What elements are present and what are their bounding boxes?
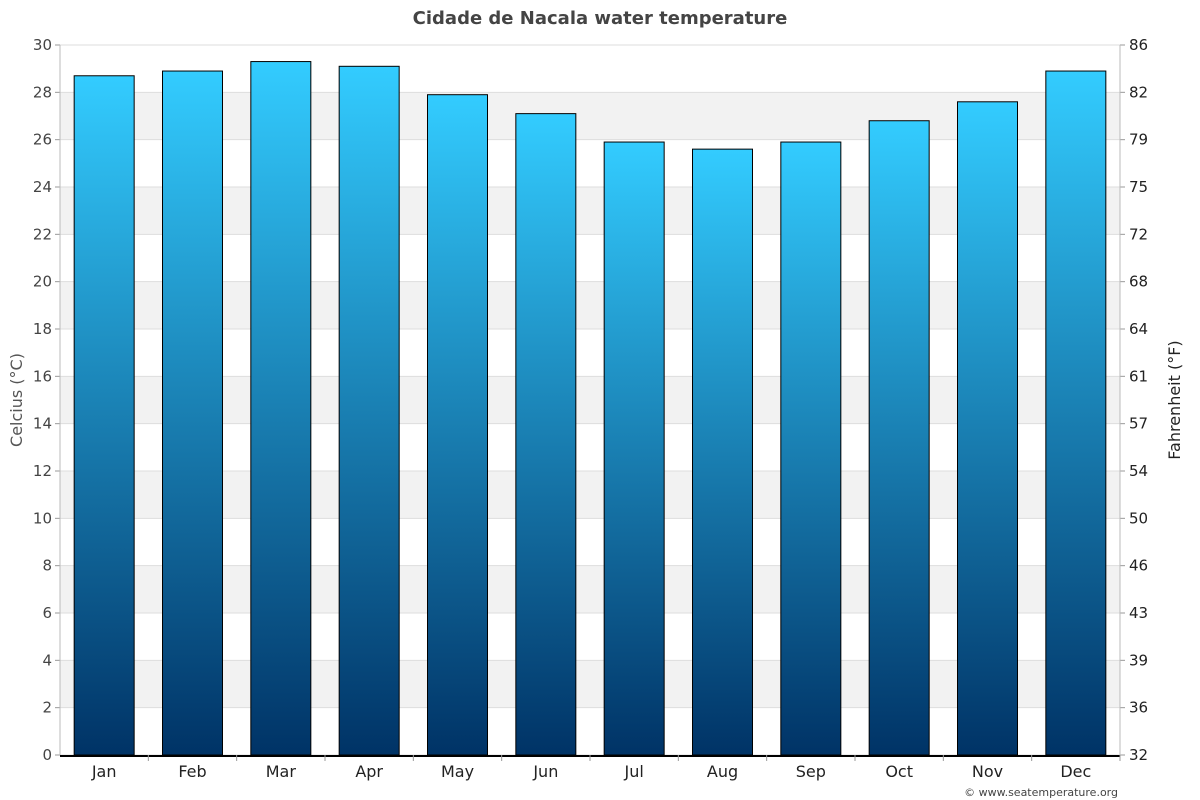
bar-mar: [250, 61, 312, 756]
x-tick-label: Dec: [1060, 762, 1091, 781]
y-tick-label: 30: [33, 36, 52, 54]
footer-credit: © www.seatemperature.org: [964, 786, 1118, 799]
bar-aug: [692, 148, 753, 756]
y2-tick-label: 68: [1129, 273, 1148, 291]
grid-band: [60, 471, 1120, 519]
y2-tick-label: 72: [1129, 225, 1148, 243]
y2-tick-label: 46: [1129, 557, 1148, 575]
y-tick-label: 6: [42, 604, 52, 622]
grid-band: [60, 187, 1120, 235]
y-tick-label: 20: [33, 273, 52, 291]
y-tick-label: 26: [33, 131, 52, 149]
grid-band: [60, 92, 1120, 140]
y-tick-label: 14: [33, 415, 52, 433]
grid-band: [60, 281, 1120, 329]
bar-dec: [1045, 70, 1107, 756]
y2-tick-label: 75: [1129, 178, 1148, 196]
y2-tick-label: 57: [1129, 415, 1148, 433]
y2-tick-label: 36: [1129, 699, 1148, 717]
y-tick-label: 18: [33, 320, 52, 338]
y-tick-label: 0: [42, 746, 52, 764]
bar-oct: [868, 120, 930, 756]
bar-sep: [780, 141, 842, 756]
chart-title: Cidade de Nacala water temperature: [413, 8, 788, 29]
bar-jun: [515, 113, 577, 756]
x-tick-label: Nov: [972, 762, 1003, 781]
bar-jan: [73, 75, 135, 756]
x-tick-label: Feb: [178, 762, 206, 781]
bar-feb: [162, 70, 223, 756]
y-tick-label: 10: [33, 509, 52, 527]
x-tick-label: Jun: [532, 762, 558, 781]
y-axis-label: Celcius (°C): [7, 353, 26, 447]
y-tick-label: 4: [42, 651, 52, 669]
bar-apr: [338, 65, 400, 756]
y2-tick-label: 54: [1129, 462, 1148, 480]
x-tick-label: Oct: [885, 762, 913, 781]
y2-tick-label: 64: [1129, 320, 1148, 338]
grid-band: [60, 376, 1120, 424]
y2-tick-label: 50: [1129, 509, 1148, 527]
y2-axis-label: Fahrenheit (°F): [1165, 340, 1184, 459]
y-tick-label: 8: [42, 557, 52, 575]
grid-band: [60, 660, 1120, 708]
x-tick-label: Mar: [266, 762, 297, 781]
x-tick-label: Aug: [707, 762, 738, 781]
x-tick-label: Sep: [796, 762, 826, 781]
bar-may: [427, 94, 488, 756]
y2-tick-label: 61: [1129, 367, 1148, 385]
y2-tick-label: 86: [1129, 36, 1148, 54]
y2-tick-label: 32: [1129, 746, 1148, 764]
x-tick-label: May: [441, 762, 474, 781]
bar-nov: [957, 101, 1018, 756]
y-tick-label: 22: [33, 225, 52, 243]
y-tick-label: 2: [42, 699, 52, 717]
y-tick-label: 16: [33, 367, 52, 385]
bar-jul: [603, 141, 665, 756]
y2-tick-label: 79: [1129, 131, 1148, 149]
y2-tick-label: 43: [1129, 604, 1148, 622]
x-tick-label: Jul: [624, 762, 644, 781]
grid-band: [60, 565, 1120, 613]
x-tick-label: Jan: [91, 762, 117, 781]
x-tick-label: Apr: [355, 762, 383, 781]
y2-tick-label: 39: [1129, 651, 1148, 669]
y-tick-label: 12: [33, 462, 52, 480]
y-tick-label: 28: [33, 83, 52, 101]
y2-tick-label: 82: [1129, 83, 1148, 101]
y-tick-label: 24: [33, 178, 52, 196]
